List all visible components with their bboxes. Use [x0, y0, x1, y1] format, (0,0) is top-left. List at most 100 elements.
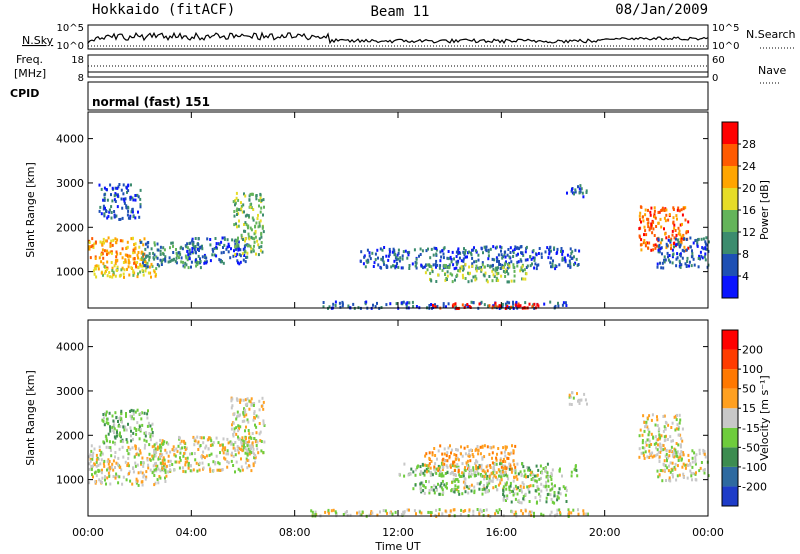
power-region-11	[638, 205, 690, 252]
cpid-label: CPID	[10, 87, 39, 100]
velocity-region-7	[412, 479, 490, 496]
vel-cbar-tick-6: -100	[742, 461, 767, 474]
power-cbar-tick-1: 8	[742, 248, 749, 261]
x-axis-label: Time UT	[374, 540, 420, 553]
vel-cbar-tick-5: -50	[742, 441, 760, 454]
nave-label: Nave	[758, 64, 786, 77]
power-cbar-tick-4: 20	[742, 182, 756, 195]
power-y-axis: 1000 2000 3000 4000	[56, 112, 709, 308]
noise-right-tick-bottom: 10^0	[712, 41, 739, 52]
power-cbar-tick-2: 12	[742, 226, 756, 239]
power-cbar-tick-0: 4	[742, 270, 749, 283]
freq-left-label-2: [MHz]	[14, 67, 46, 80]
power-heatmap-data	[88, 183, 710, 311]
vel-cbar-swatch-7	[722, 349, 738, 370]
velocity-region-5	[424, 444, 517, 474]
power-cbar-swatch-6	[722, 144, 738, 166]
freq-right-tick-top: 60	[712, 55, 725, 66]
noise-left-tick-bottom: 10^0	[57, 41, 84, 52]
power-panel-frame	[87, 111, 709, 309]
velocity-region-6	[449, 470, 554, 492]
vel-cbar-swatch-0	[722, 486, 738, 506]
power-cbar-swatch-3	[722, 210, 738, 232]
velocity-region-0	[88, 444, 168, 487]
power-region-12	[656, 236, 710, 270]
time-x-axis: 00:00 04:00 08:00 12:00 16:00 20:00 00:00	[72, 526, 724, 539]
power-ytick-label-2: 3000	[56, 177, 84, 190]
velocity-region-12	[656, 448, 710, 483]
power-cbar-swatch-1	[722, 254, 738, 276]
freq-left-tick-top: 18	[71, 55, 84, 66]
power-region-1	[93, 262, 157, 279]
noise-panel-frame	[87, 24, 709, 50]
power-cbar-tick-5: 24	[742, 160, 756, 173]
station-title: Hokkaido (fitACF)	[92, 2, 235, 18]
power-cbar-swatch-4	[722, 188, 738, 210]
vel-cbar-tick-7: -200	[742, 480, 767, 493]
power-ytick-label-3: 4000	[56, 133, 84, 146]
freq-left-label-1: Freq.	[16, 53, 43, 66]
x-tick-label-0: 00:00	[72, 526, 104, 539]
noise-trace	[87, 31, 709, 47]
cpid-mode: normal (fast) 151	[92, 95, 210, 109]
velocity-region-10	[568, 391, 588, 406]
freq-right-tick-bottom: 0	[712, 73, 718, 84]
velocity-y-label: Slant Range [km]	[24, 370, 37, 466]
velocity-region-11	[638, 413, 685, 460]
power-region-9	[424, 262, 529, 284]
vel-cbar-swatch-8	[722, 330, 738, 350]
noise-right-tick-top: 10^5	[712, 23, 739, 34]
velocity-region-1	[153, 435, 258, 474]
beam-title: Beam 11	[370, 4, 429, 20]
velocity-region-8	[502, 484, 568, 505]
power-ytick-label-1: 2000	[56, 221, 84, 234]
vel-cbar-swatch-3	[722, 427, 738, 448]
x-tick-label-4: 16:00	[485, 526, 517, 539]
power-cbar-tick-6: 28	[742, 138, 756, 151]
power-ytick-label-0: 1000	[56, 266, 84, 279]
power-cbar-swatch-7	[722, 122, 738, 144]
velocity-ytick-label-1: 2000	[56, 429, 84, 442]
vel-cbar-tick-4: -15	[742, 422, 760, 435]
noise-left-tick-top: 10^5	[57, 23, 84, 34]
velocity-ytick-label-3: 4000	[56, 341, 84, 354]
x-tick-label-2: 08:00	[279, 526, 311, 539]
velocity-colorbar: 200 100 50 15 -15 -50 -100 -200	[721, 329, 767, 507]
power-region-4	[98, 183, 142, 221]
vel-cbar-swatch-4	[722, 408, 738, 428]
power-colorbar-title: Power [dB]	[758, 180, 771, 240]
x-tick-label-1: 04:00	[175, 526, 207, 539]
velocity-region-3	[230, 396, 266, 456]
power-cbar-swatch-2	[722, 232, 738, 254]
vel-cbar-swatch-2	[722, 447, 738, 467]
date-title: 08/Jan/2009	[615, 2, 708, 18]
freq-left-tick-bottom: 8	[78, 73, 84, 84]
power-region-6	[322, 300, 568, 311]
vel-cbar-tick-3: 15	[742, 402, 756, 415]
velocity-ytick-label-0: 1000	[56, 474, 84, 487]
vel-cbar-swatch-5	[722, 388, 738, 409]
power-region-5	[232, 191, 265, 257]
velocity-heatmap-data	[88, 391, 710, 518]
x-tick-label-6: 00:00	[692, 526, 724, 539]
vel-cbar-tick-1: 100	[742, 363, 763, 376]
vel-cbar-swatch-6	[722, 369, 738, 389]
vel-cbar-swatch-1	[722, 466, 738, 487]
vel-cbar-tick-2: 50	[742, 383, 756, 396]
power-cbar-swatch-0	[722, 276, 738, 298]
power-cbar-tick-3: 16	[742, 204, 756, 217]
power-region-10	[566, 184, 588, 199]
power-y-label: Slant Range [km]	[24, 162, 37, 258]
noise-left-label: N.Sky	[22, 34, 54, 47]
velocity-region-2	[101, 408, 154, 447]
x-tick-label-5: 20:00	[589, 526, 621, 539]
x-tick-label-3: 12:00	[382, 526, 414, 539]
velocity-panel-frame	[87, 319, 709, 517]
cpid-panel-frame	[87, 81, 709, 111]
power-colorbar: 4 8 12 16 20 24 28	[721, 121, 756, 299]
vel-cbar-tick-0: 200	[742, 344, 763, 357]
power-cbar-swatch-5	[722, 166, 738, 188]
velocity-colorbar-title: Velocity [m s⁻¹]	[758, 375, 771, 460]
noise-right-label: N.Search	[746, 28, 796, 41]
